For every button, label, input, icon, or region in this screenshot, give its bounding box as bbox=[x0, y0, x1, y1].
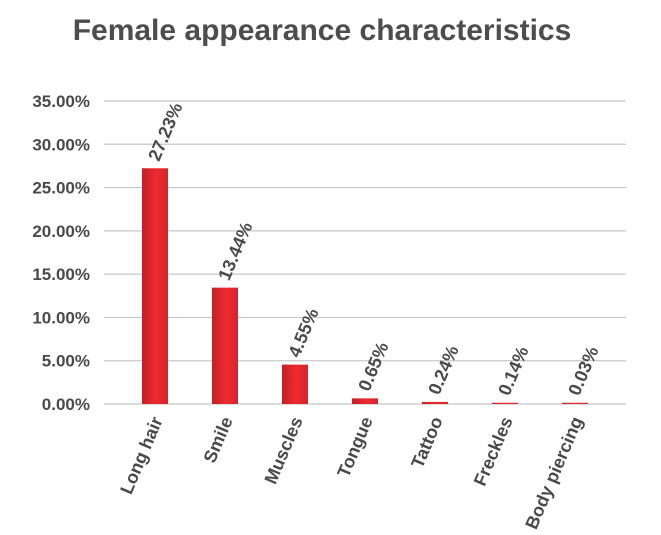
bar bbox=[142, 168, 168, 404]
y-tick-label: 0.00% bbox=[42, 395, 90, 414]
y-tick-label: 25.00% bbox=[32, 179, 90, 198]
y-tick-label: 35.00% bbox=[32, 92, 90, 111]
y-tick-label: 30.00% bbox=[32, 135, 90, 154]
category-label: Tongue bbox=[333, 414, 376, 480]
category-label: Muscles bbox=[261, 414, 307, 487]
x-axis-category-labels: Long hair Smile Muscles Tongue Tattoo Freckle… bbox=[116, 414, 586, 532]
bar bbox=[282, 364, 308, 404]
category-label: Body piercing bbox=[521, 414, 586, 532]
data-label: 0.65% bbox=[354, 339, 392, 394]
y-tick-label: 5.00% bbox=[42, 352, 90, 371]
bar bbox=[492, 402, 518, 404]
data-label: 27.23% bbox=[144, 100, 186, 164]
data-label: 4.55% bbox=[284, 305, 322, 360]
y-tick-label: 15.00% bbox=[32, 265, 90, 284]
category-label: Tattoo bbox=[407, 414, 446, 471]
bar bbox=[212, 287, 238, 404]
bar bbox=[352, 398, 378, 404]
y-axis-tick-labels: 0.00% 5.00% 10.00% 15.00% 20.00% 25.00% 30.00%… bbox=[32, 92, 90, 414]
chart-title: Female appearance characteristics bbox=[73, 14, 572, 47]
category-label: Smile bbox=[200, 414, 237, 466]
y-tick-label: 10.00% bbox=[32, 308, 90, 327]
bar bbox=[562, 402, 588, 404]
y-tick-label: 20.00% bbox=[32, 222, 90, 241]
bar bbox=[422, 401, 448, 404]
data-label: 0.24% bbox=[424, 343, 462, 398]
bars bbox=[142, 168, 588, 404]
data-label: 0.03% bbox=[564, 344, 602, 399]
category-label: Freckles bbox=[470, 414, 517, 489]
gridlines bbox=[104, 100, 626, 405]
category-label: Long hair bbox=[116, 414, 166, 497]
data-label: 0.14% bbox=[494, 344, 532, 399]
